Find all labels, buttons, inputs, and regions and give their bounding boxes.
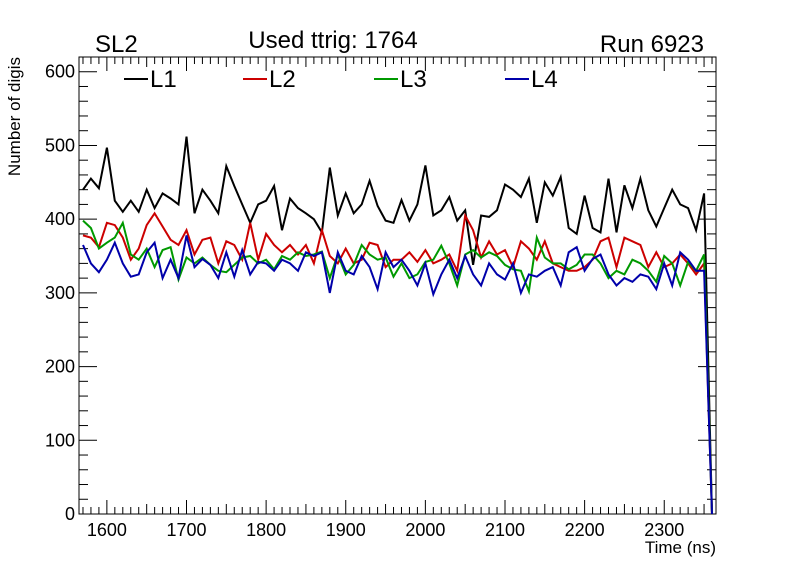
legend-label-l1: L1 bbox=[150, 66, 177, 93]
legend-label-l4: L4 bbox=[531, 66, 558, 93]
series-line-l2 bbox=[82, 211, 713, 515]
y-tick-label: 200 bbox=[45, 357, 75, 377]
run-label: Run 6923 bbox=[600, 31, 704, 58]
series-layer bbox=[82, 136, 713, 515]
y-tick-label: 400 bbox=[45, 209, 75, 229]
x-axis-title: Time (ns) bbox=[645, 538, 716, 557]
x-tick-label: 1900 bbox=[326, 520, 366, 540]
y-tick-label: 300 bbox=[45, 283, 75, 303]
plot-frame bbox=[78, 56, 717, 515]
x-tick-label: 1800 bbox=[246, 520, 286, 540]
x-tick-label: 1600 bbox=[87, 520, 127, 540]
panel-label: SL2 bbox=[95, 31, 138, 58]
series-line-l3 bbox=[82, 219, 713, 515]
chart-title: Used ttrig: 1764 bbox=[248, 27, 417, 54]
x-tick-label: 2200 bbox=[565, 520, 605, 540]
y-tick-label: 100 bbox=[45, 430, 75, 450]
series-line-l4 bbox=[82, 235, 713, 515]
x-tick-label: 2100 bbox=[485, 520, 525, 540]
x-tick-label: 2000 bbox=[405, 520, 445, 540]
y-tick-label: 0 bbox=[65, 504, 75, 524]
axis-ticks: 1600 1700 1800 1900 2000 2100 2200 2300 0 100 200 3… bbox=[45, 56, 716, 540]
y-axis-title: Number of digis bbox=[5, 57, 24, 176]
x-tick-label: 2300 bbox=[644, 520, 684, 540]
y-tick-label: 500 bbox=[45, 135, 75, 155]
series-line-l1 bbox=[82, 136, 713, 515]
legend-label-l3: L3 bbox=[400, 66, 427, 93]
x-tick-label: 1700 bbox=[166, 520, 206, 540]
y-tick-label: 600 bbox=[45, 62, 75, 82]
legend: L1 L2 L3 L4 bbox=[124, 66, 558, 93]
legend-label-l2: L2 bbox=[269, 66, 296, 93]
